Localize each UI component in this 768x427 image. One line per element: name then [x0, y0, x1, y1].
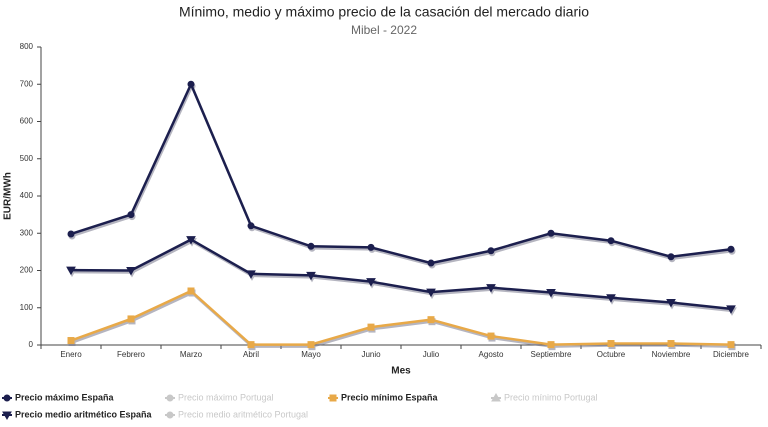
y-tick-label: 800 [20, 42, 34, 51]
marker [366, 278, 376, 287]
series-line [70, 238, 732, 311]
x-tick-label: Octubre [597, 350, 626, 359]
x-tick-label: Abril [243, 350, 259, 359]
marker [166, 411, 174, 419]
marker [2, 411, 12, 421]
marker [306, 271, 316, 281]
marker [187, 287, 195, 295]
marker [727, 341, 735, 349]
x-tick-label: Marzo [180, 350, 203, 359]
y-tick-label: 500 [20, 154, 34, 163]
marker [607, 340, 615, 348]
marker [427, 259, 435, 267]
marker [486, 284, 496, 293]
marker [487, 247, 495, 255]
chart-title: Mínimo, medio y máximo precio de la casa… [179, 4, 589, 20]
y-axis-title: EUR/MWh [3, 172, 14, 220]
x-axis-title: Mes [391, 366, 411, 377]
legend-label: Precio mínimo Portugal [504, 392, 598, 402]
x-tick-label: Febrero [117, 350, 146, 359]
marker [426, 288, 436, 298]
series [66, 236, 736, 314]
x-tick-label: Diciembre [713, 350, 750, 359]
y-tick-label: 200 [20, 266, 34, 275]
marker [127, 315, 135, 323]
chart-subtitle: Mibel - 2022 [351, 23, 417, 37]
marker [666, 299, 676, 308]
x-tick-label: Julio [423, 350, 440, 359]
y-tick-label: 400 [20, 191, 34, 200]
marker [606, 294, 616, 303]
x-tick-label: Junio [361, 350, 381, 359]
y-tick-label: 0 [29, 340, 34, 349]
marker [546, 288, 556, 298]
series-line [70, 81, 732, 265]
legend-label: Precio máximo Portugal [178, 392, 274, 402]
marker [127, 211, 135, 219]
y-tick-label: 100 [20, 303, 34, 312]
marker [427, 316, 435, 324]
y-tick-label: 700 [20, 79, 34, 88]
marker [66, 266, 76, 276]
marker [307, 242, 315, 250]
legend-label: Precio medio aritmético Portugal [178, 409, 308, 419]
marker [3, 394, 11, 402]
marker [491, 392, 501, 402]
marker [367, 323, 375, 331]
x-tick-label: Noviembre [652, 350, 691, 359]
marker [726, 305, 736, 314]
y-tick-label: 300 [20, 228, 34, 237]
marker [667, 253, 675, 261]
x-tick-label: Enero [60, 350, 82, 359]
x-tick-label: Agosto [479, 350, 504, 359]
marker [607, 237, 615, 245]
x-tick-label: Septiembre [531, 350, 572, 359]
legend-label: Precio mínimo España [341, 392, 439, 402]
legend-label: Precio medio aritmético España [15, 409, 153, 419]
marker [329, 394, 337, 402]
marker [166, 394, 174, 402]
marker [247, 222, 255, 230]
marker [667, 340, 675, 348]
x-tick-label: Mayo [301, 350, 321, 359]
marker [187, 80, 195, 88]
marker [547, 229, 555, 237]
series [67, 287, 735, 349]
marker [247, 341, 255, 349]
marker [547, 341, 555, 349]
series-line [70, 289, 732, 346]
marker [186, 236, 196, 245]
marker [307, 341, 315, 349]
legend-label: Precio máximo España [15, 392, 115, 402]
marker [67, 230, 75, 238]
marker [487, 332, 495, 340]
marker [246, 270, 256, 279]
marker [67, 337, 75, 345]
y-tick-label: 600 [20, 117, 34, 126]
marker [727, 245, 735, 253]
series [67, 80, 735, 267]
marker [126, 267, 136, 276]
marker [367, 243, 375, 251]
